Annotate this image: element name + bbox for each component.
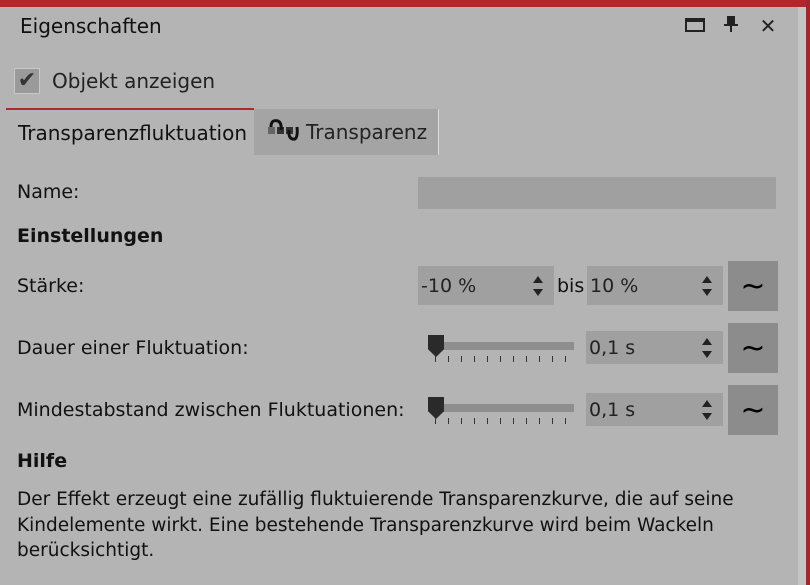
wave-icon: ~	[740, 392, 766, 428]
panel-title: Eigenschaften	[20, 14, 162, 38]
duration-curve-button[interactable]: ~	[728, 323, 778, 373]
pin-icon[interactable]	[719, 14, 743, 38]
min-gap-curve-button[interactable]: ~	[728, 385, 778, 435]
duration-slider-track[interactable]	[430, 342, 574, 350]
tab-label: Transparenz	[306, 120, 428, 144]
active-tab-indicator	[6, 108, 254, 110]
duration-label: Dauer einer Fluktuation:	[17, 337, 249, 359]
top-accent-bar	[0, 0, 810, 7]
show-object-label: Objekt anzeigen	[52, 69, 216, 93]
tab-transparenzfluktuation[interactable]: Transparenzfluktuation	[18, 121, 248, 145]
spin-arrows-icon[interactable]	[701, 397, 713, 423]
help-text: Der Effekt erzeugt eine zufällig fluktui…	[17, 489, 734, 561]
name-input[interactable]	[418, 177, 776, 209]
min-gap-spinbox[interactable]: 0,1 s	[586, 393, 723, 426]
close-icon[interactable]: ✕	[759, 14, 777, 38]
window-edge	[806, 0, 810, 585]
spin-arrows-icon[interactable]	[701, 273, 713, 299]
wave-icon: ~	[740, 330, 766, 366]
min-gap-value: 0,1 s	[589, 398, 636, 421]
help-heading: Hilfe	[17, 450, 68, 472]
maximize-icon[interactable]	[683, 14, 707, 38]
bis-label: bis	[557, 275, 585, 297]
duration-spinbox[interactable]: 0,1 s	[586, 331, 723, 364]
min-gap-label: Mindestabstand zwischen Fluktuationen:	[17, 399, 405, 421]
strength-label: Stärke:	[17, 275, 85, 297]
min-gap-slider-ticks	[435, 418, 569, 424]
strength-to-spinbox[interactable]: 10 %	[587, 266, 723, 305]
duration-value: 0,1 s	[589, 336, 636, 359]
strength-from-spinbox[interactable]: -10 %	[418, 266, 554, 305]
strength-curve-button[interactable]: ~	[728, 261, 778, 311]
settings-heading: Einstellungen	[17, 225, 164, 247]
spin-arrows-icon[interactable]	[532, 273, 544, 299]
duration-slider-ticks	[435, 356, 569, 362]
panel-border	[798, 7, 806, 585]
transparency-curve-icon	[268, 118, 300, 147]
name-label: Name:	[17, 181, 80, 203]
min-gap-slider-thumb[interactable]	[428, 397, 444, 419]
show-object-checkbox[interactable]: ✔	[14, 68, 40, 94]
spin-arrows-icon[interactable]	[701, 335, 713, 361]
tab-transparenz[interactable]: Transparenz	[254, 109, 439, 155]
min-gap-slider-track[interactable]	[430, 404, 574, 412]
strength-from-value: -10 %	[421, 274, 477, 297]
wave-icon: ~	[740, 268, 766, 304]
duration-slider-thumb[interactable]	[428, 335, 444, 357]
strength-to-value: 10 %	[590, 274, 639, 297]
